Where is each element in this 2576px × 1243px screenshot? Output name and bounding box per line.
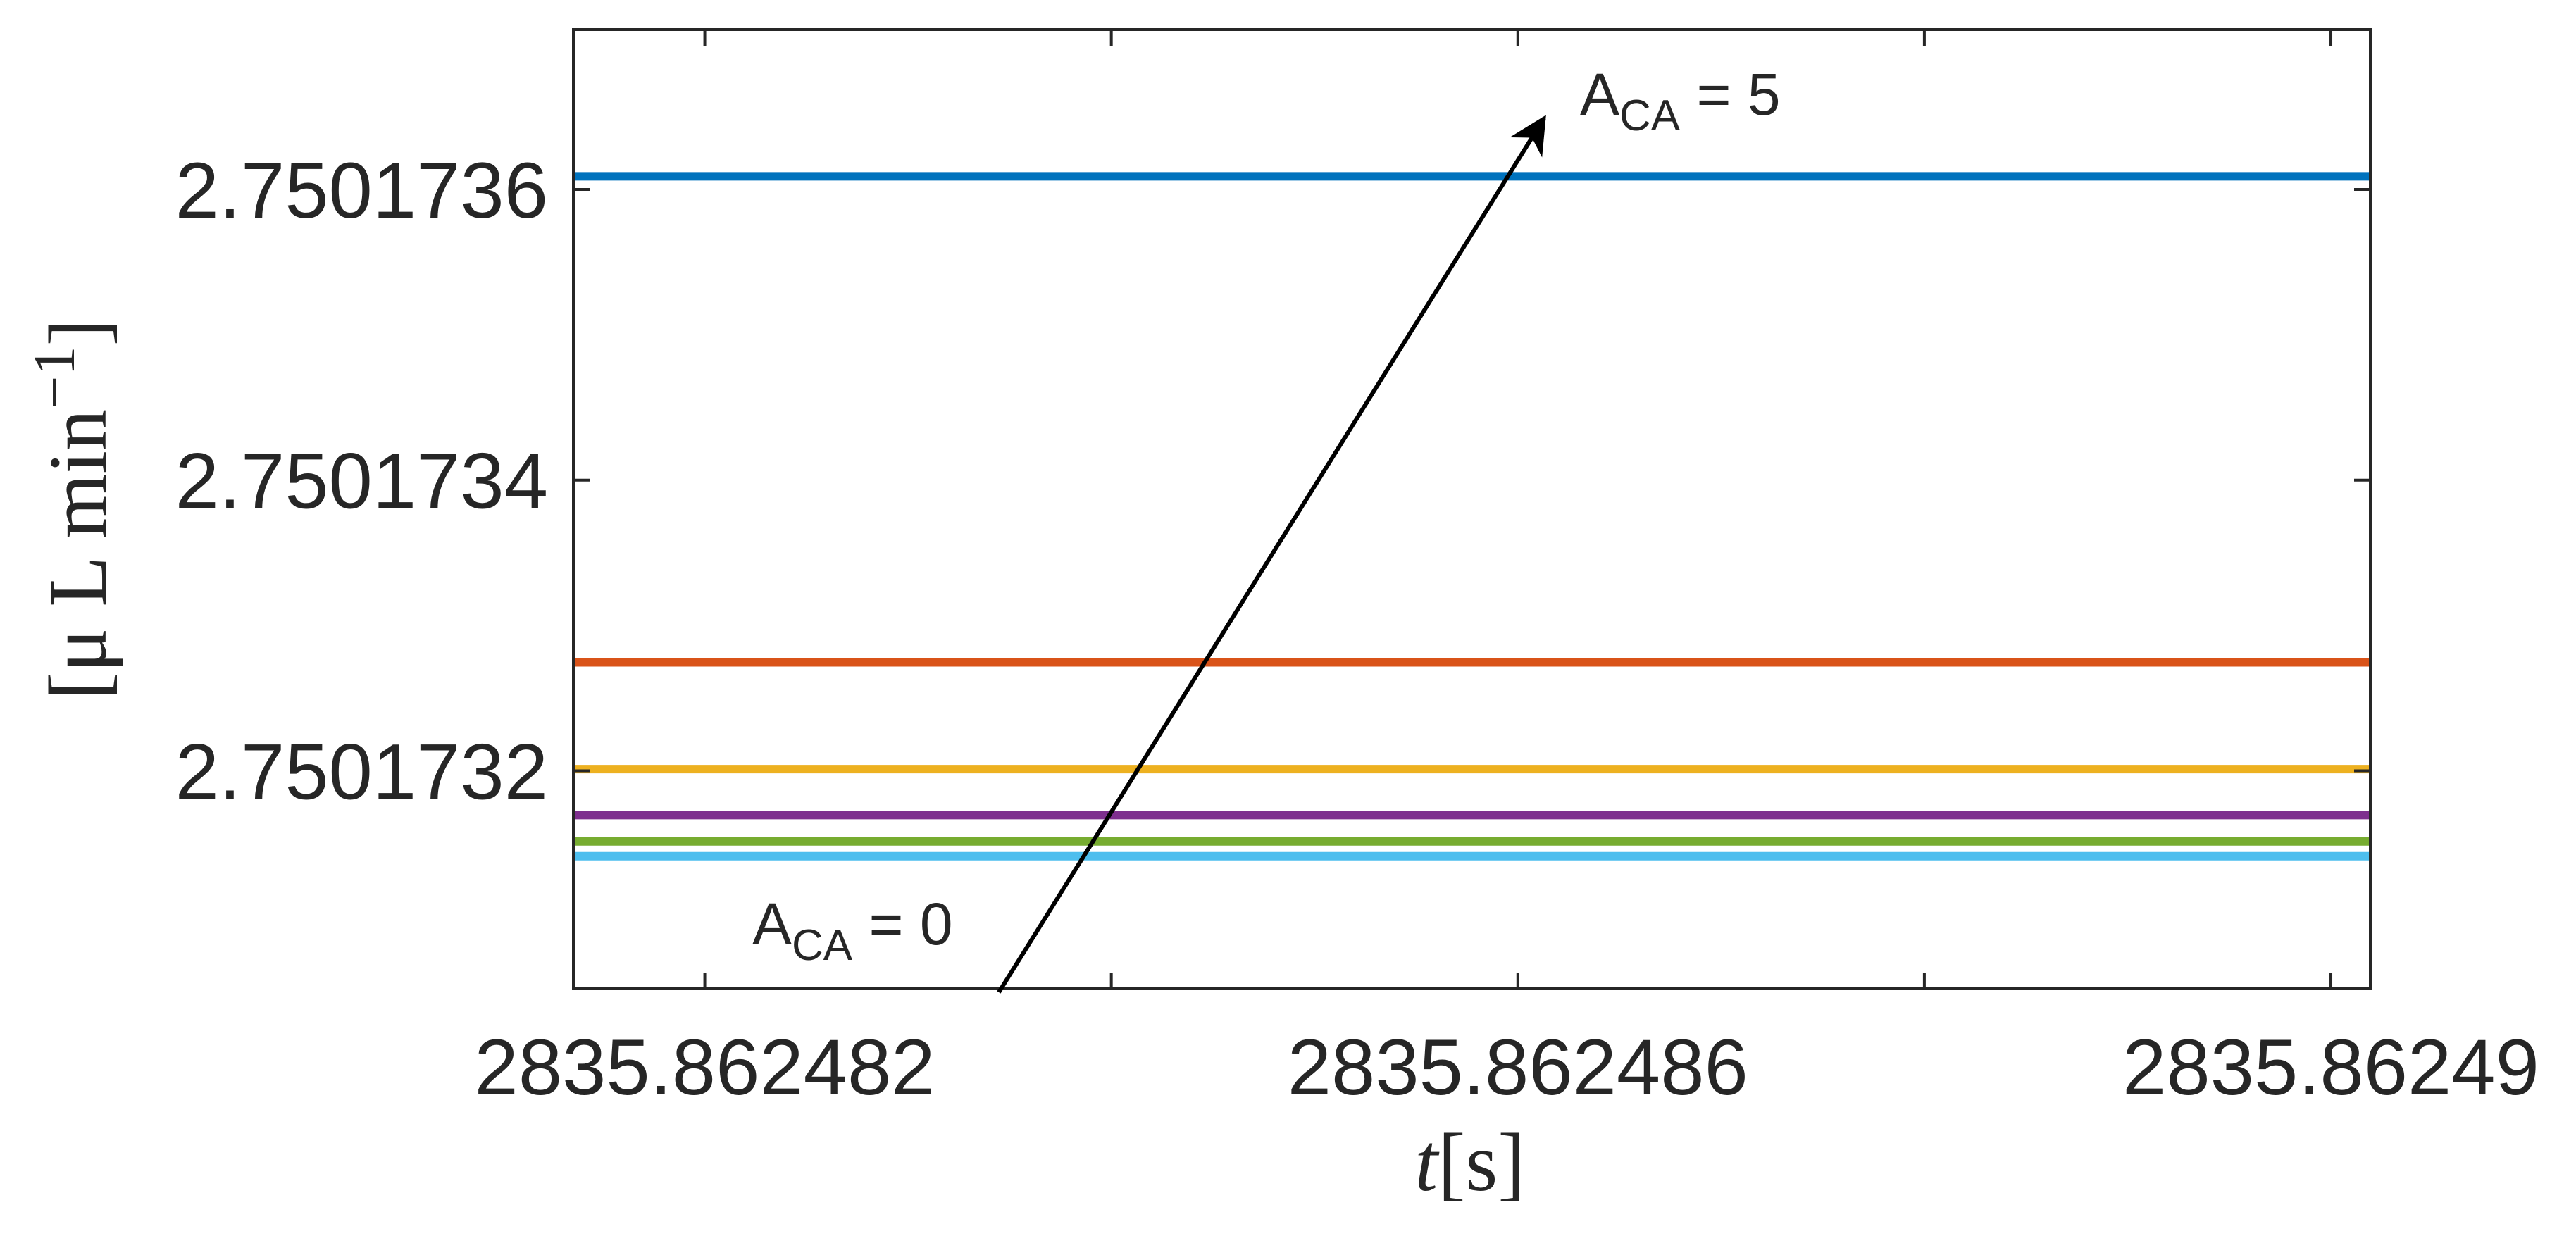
series-group [573,172,2370,861]
y-axis-label: [μ L min−1] [22,318,124,700]
y-label-suffix: ] [32,318,124,346]
y-label-superscript: −1 [22,346,87,409]
x-tick-label: 2835.862482 [475,1023,935,1111]
x-axis-label: t[s] [1414,1116,1525,1208]
axes: 2.7501732 2.7501734 2.7501736 2835.862482 28… [175,28,2539,1111]
annotation: ACA = 0 [752,891,953,970]
annotation-text: A [752,891,792,957]
annotation-subscript: CA [792,921,853,970]
arrow [997,115,1546,994]
x-label-text: [s] [1438,1116,1526,1208]
x-tick-label: 2835.86249 [2122,1023,2539,1111]
annotation: ACA = 5 [1580,61,1781,140]
annotation-text: A [1580,61,1619,127]
y-tick-label: 2.7501736 [175,146,548,235]
axes-box [572,28,2372,990]
x-label-italic: t [1414,1116,1440,1208]
plot-area [573,30,2370,989]
x-tick-label: 2835.862486 [1288,1023,1748,1111]
annotation-subscript: CA [1619,92,1681,140]
annotation-suffix: = 5 [1680,61,1780,127]
y-tick-label: 2.7501734 [175,437,548,525]
y-label-text: [μ L min [32,409,124,700]
y-tick-label: 2.7501732 [175,727,548,816]
annotation-suffix: = 0 [852,891,952,957]
